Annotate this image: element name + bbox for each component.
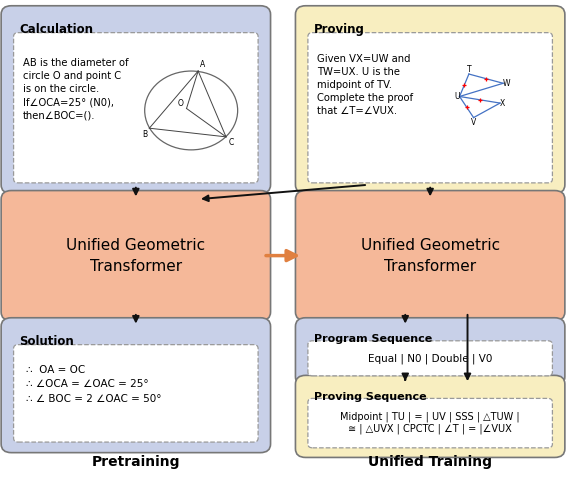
Text: Pretraining: Pretraining [92, 456, 180, 469]
FancyBboxPatch shape [295, 375, 565, 457]
Text: Proving Sequence: Proving Sequence [314, 392, 426, 402]
Text: X: X [500, 98, 505, 108]
FancyBboxPatch shape [1, 6, 271, 193]
FancyBboxPatch shape [1, 318, 271, 453]
Text: Calculation: Calculation [19, 23, 93, 36]
Text: Program Sequence: Program Sequence [314, 334, 432, 344]
Text: AB is the diameter of
circle O and point C
is on the circle.
If∠OCA=25° (N0),
th: AB is the diameter of circle O and point… [23, 58, 128, 120]
FancyBboxPatch shape [308, 341, 552, 376]
FancyBboxPatch shape [14, 345, 258, 442]
Text: T: T [466, 65, 471, 74]
FancyBboxPatch shape [295, 318, 565, 385]
FancyBboxPatch shape [295, 191, 565, 321]
Text: Midpoint | TU | = | UV | SSS | △TUW |
≅ | △UVX | CPCTC | ∠T | = |∠VUX: Midpoint | TU | = | UV | SSS | △TUW | ≅ … [340, 412, 520, 434]
Text: Proving: Proving [314, 23, 365, 36]
FancyBboxPatch shape [1, 191, 271, 321]
Text: V: V [471, 118, 476, 127]
Text: Given VX=UW and
TW=UX. U is the
midpoint of TV.
Complete the proof
that ∠T=∠VUX.: Given VX=UW and TW=UX. U is the midpoint… [317, 54, 413, 116]
FancyBboxPatch shape [308, 398, 552, 448]
FancyBboxPatch shape [295, 6, 565, 193]
Text: B: B [142, 130, 147, 139]
FancyBboxPatch shape [308, 33, 552, 183]
Text: C: C [228, 138, 234, 147]
Text: U: U [454, 92, 460, 101]
Text: A: A [200, 60, 205, 69]
Text: Unified Geometric
Transformer: Unified Geometric Transformer [66, 238, 205, 274]
Text: Equal | N0 | Double | V0: Equal | N0 | Double | V0 [368, 353, 492, 363]
FancyBboxPatch shape [14, 33, 258, 183]
Text: W: W [503, 79, 511, 88]
Text: Unified Training: Unified Training [368, 456, 492, 469]
FancyBboxPatch shape [136, 40, 247, 175]
FancyBboxPatch shape [430, 40, 541, 175]
Text: Solution: Solution [19, 335, 74, 348]
Text: O: O [178, 98, 184, 108]
Text: Unified Geometric
Transformer: Unified Geometric Transformer [361, 238, 500, 274]
Text: ∴  OA = OC
∴ ∠OCA = ∠OAC = 25°
∴ ∠ BOC = 2 ∠OAC = 50°: ∴ OA = OC ∴ ∠OCA = ∠OAC = 25° ∴ ∠ BOC = … [26, 365, 161, 404]
